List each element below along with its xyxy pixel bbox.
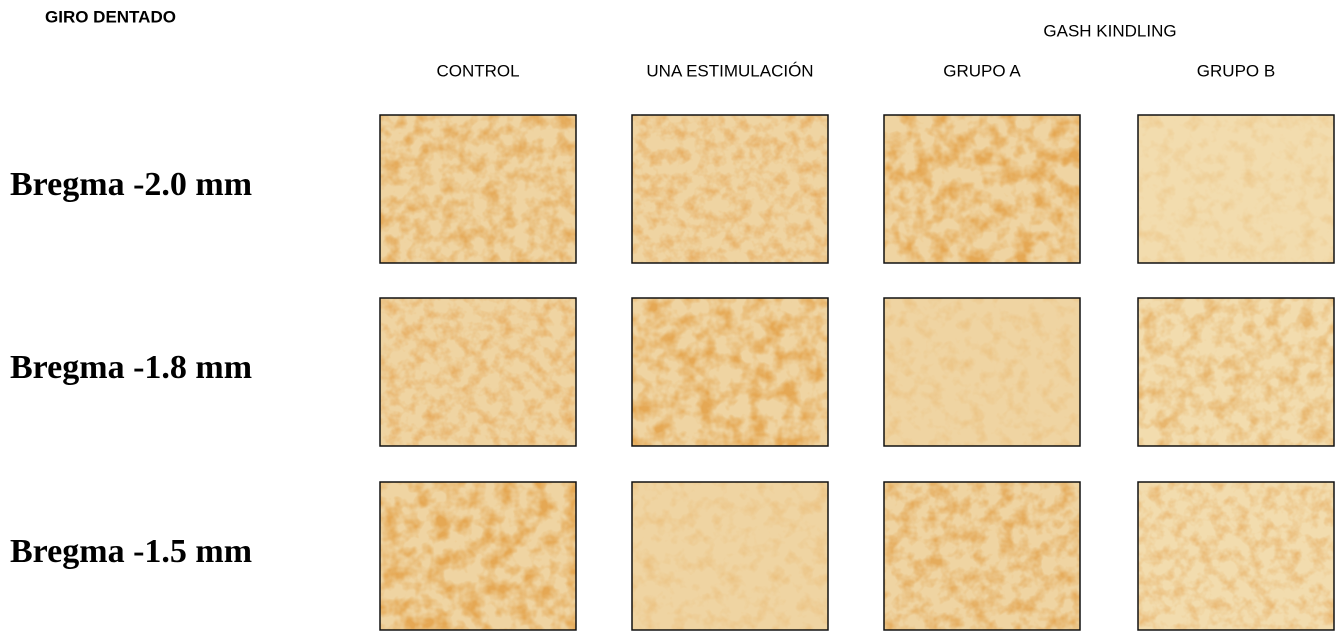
micrograph-stain <box>1138 115 1334 263</box>
column-header: CONTROL <box>436 61 519 80</box>
micrograph-stain <box>380 482 576 630</box>
panel-grid <box>380 115 1334 630</box>
figure-title: GIRO DENTADO <box>45 7 176 26</box>
micrograph-stain <box>1138 482 1334 630</box>
micrograph-stain <box>632 115 828 263</box>
figure: GIRO DENTADO GASH KINDLING CONTROL UNA ES… <box>0 0 1338 632</box>
row-label: Bregma -2.0 mm <box>10 166 252 203</box>
micrograph-stain <box>380 298 576 446</box>
micrograph-stain <box>632 298 828 446</box>
group-label: GASH KINDLING <box>1043 21 1176 40</box>
micrograph-stain <box>884 115 1080 263</box>
micrograph-stain <box>884 482 1080 630</box>
column-header: UNA ESTIMULACIÓN <box>646 61 813 80</box>
column-header: GRUPO B <box>1197 61 1275 80</box>
micrograph-stain <box>632 482 828 630</box>
row-label: Bregma -1.8 mm <box>10 349 252 386</box>
micrograph-stain <box>884 298 1080 446</box>
row-label: Bregma -1.5 mm <box>10 533 252 570</box>
column-header: GRUPO A <box>943 61 1021 80</box>
micrograph-stain <box>1138 298 1334 446</box>
micrograph-stain <box>380 115 576 263</box>
